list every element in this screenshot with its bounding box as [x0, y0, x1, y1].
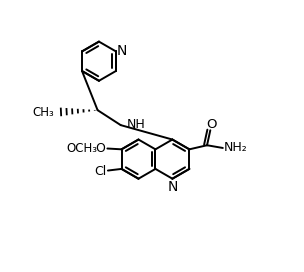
Text: O: O: [95, 142, 105, 155]
Text: O: O: [206, 118, 216, 131]
Text: N: N: [117, 44, 127, 58]
Text: OCH₃: OCH₃: [67, 142, 98, 155]
Text: N: N: [167, 180, 178, 194]
Text: CH₃: CH₃: [32, 106, 54, 119]
Text: NH: NH: [127, 118, 145, 131]
Text: Cl: Cl: [94, 165, 106, 178]
Text: NH₂: NH₂: [224, 141, 248, 154]
